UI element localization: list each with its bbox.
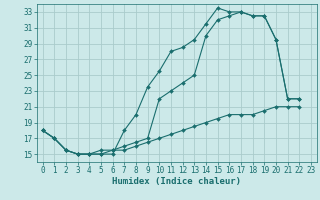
X-axis label: Humidex (Indice chaleur): Humidex (Indice chaleur) (112, 177, 241, 186)
